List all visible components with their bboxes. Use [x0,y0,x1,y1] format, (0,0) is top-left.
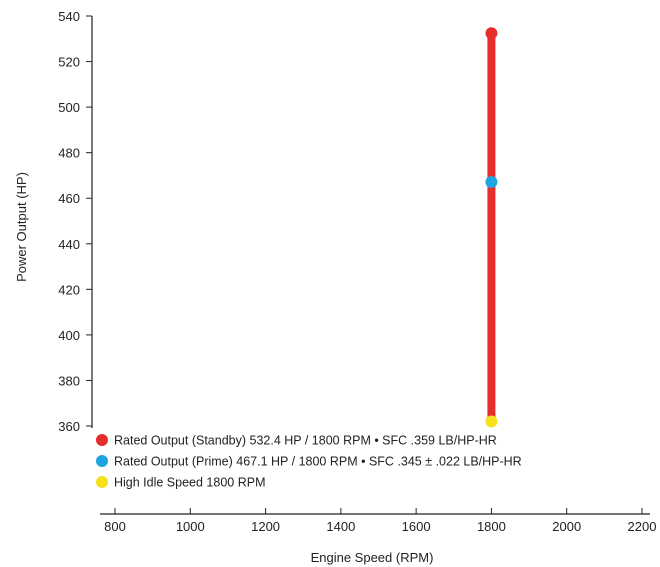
x-axis-title: Engine Speed (RPM) [311,550,434,565]
legend-label: Rated Output (Prime) 467.1 HP / 1800 RPM… [114,455,522,469]
y-tick-label: 540 [58,9,80,24]
legend: Rated Output (Standby) 532.4 HP / 1800 R… [96,434,522,490]
y-tick-label: 440 [58,237,80,252]
data-point [485,176,498,189]
data-point [485,27,498,40]
x-tick-label: 2200 [628,519,657,534]
x-axis-ticks: 800 1000 1200 1400 1600 1800 2000 2200 [104,508,656,534]
x-tick-label: 1400 [326,519,355,534]
y-tick-label: 480 [58,146,80,161]
y-tick-label: 400 [58,328,80,343]
x-tick-label: 1200 [251,519,280,534]
y-axis-ticks: 360 380 400 420 440 460 480 500 520 540 [58,9,92,434]
legend-marker [96,476,108,488]
data-point [485,415,498,428]
data-points [485,27,498,428]
y-tick-label: 420 [58,282,80,297]
x-tick-label: 1800 [477,519,506,534]
x-tick-label: 1600 [402,519,431,534]
x-tick-label: 2000 [552,519,581,534]
legend-marker [96,434,108,446]
x-tick-label: 1000 [176,519,205,534]
x-tick-label: 800 [104,519,126,534]
legend-label: High Idle Speed 1800 RPM [114,476,265,490]
y-tick-label: 500 [58,100,80,115]
legend-marker [96,455,108,467]
y-axis-title: Power Output (HP) [14,172,29,282]
y-tick-label: 360 [58,419,80,434]
y-tick-label: 460 [58,191,80,206]
legend-label: Rated Output (Standby) 532.4 HP / 1800 R… [114,434,497,448]
y-tick-label: 380 [58,373,80,388]
y-tick-label: 520 [58,55,80,70]
